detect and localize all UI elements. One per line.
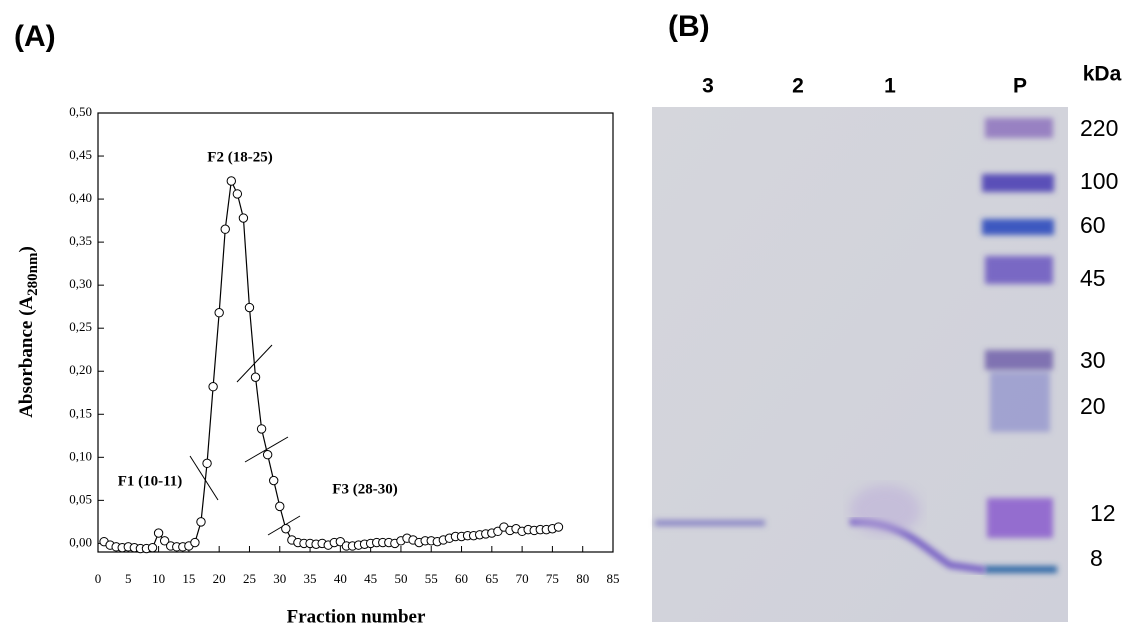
y-tick-label: 0,10 [69,448,92,463]
x-tick-label: 70 [516,571,529,586]
panel-label: (A) [14,20,56,53]
y-tick-label: 0,50 [69,104,92,119]
marker-label: 220 [1080,115,1118,141]
x-tick-label: 80 [576,571,589,586]
y-axis-label-part: ) [16,246,37,252]
x-tick-label: 45 [364,571,377,586]
data-point [220,224,230,234]
x-tick-label: 75 [546,571,559,586]
x-tick-label: 65 [485,571,498,586]
data-point [269,475,279,486]
x-tick-label: 60 [455,571,468,586]
annotation: F1 (10-11) [118,473,183,489]
y-tick-label: 0,35 [69,233,92,248]
x-tick-label: 55 [425,571,438,586]
annotation: F3 (28-30) [332,481,397,497]
data-point [281,524,291,534]
x-tick-label: 10 [152,571,165,586]
data-point [262,450,273,460]
lane-label: 1 [884,75,896,98]
plot-frame [97,112,614,553]
data-point [250,372,261,382]
data-point [159,536,170,546]
marker-label: 8 [1090,545,1103,571]
y-tick-label: 0,05 [69,491,92,506]
data-line [103,178,559,550]
lane-label: 2 [792,75,804,98]
y-axis-label: Absorbance (A280nm) [16,246,41,418]
data-point [190,537,200,548]
y-tick-label: 0,00 [69,534,92,549]
data-point [196,517,206,527]
x-tick-label: 35 [304,571,317,586]
data-point [147,542,158,553]
unit-label: kDa [1083,63,1122,86]
x-tick-label: 40 [334,571,347,586]
x-tick-label: 5 [125,571,132,586]
lane-label: P [1013,75,1027,98]
data-point [208,382,218,392]
data-point [153,528,164,538]
x-tick-label: 85 [607,571,620,586]
data-point [553,522,564,532]
data-point [226,176,236,186]
y-tick-label: 0,20 [69,362,92,377]
x-tick-label: 30 [273,571,286,586]
marker-label: 100 [1080,168,1118,194]
annotation: F2 (18-25) [207,149,272,165]
data-point [275,501,285,512]
data-point [232,189,243,199]
y-tick-label: 0,25 [69,319,92,334]
x-tick-label: 50 [394,571,407,586]
x-tick-label: 15 [182,571,195,586]
x-tick-label: 25 [243,571,256,586]
lane-label: 3 [702,75,714,98]
marker-label: 30 [1080,347,1106,373]
marker-label: 45 [1080,265,1106,291]
marker-label: 60 [1080,212,1106,238]
x-tick-label: 0 [95,571,102,586]
marker-label: 20 [1080,393,1106,419]
data-point [238,213,249,223]
x-axis-label: Fraction number [287,606,426,627]
panel-label: (B) [668,10,710,43]
marker-label: 12 [1090,500,1116,526]
y-tick-label: 0,40 [69,190,92,205]
data-point [244,302,255,313]
y-tick-label: 0,15 [69,405,92,420]
y-axis-label-sub: 280nm [25,252,41,296]
gel-image [652,107,1068,622]
y-tick-label: 0,45 [69,147,92,162]
y-tick-label: 0,30 [69,276,92,291]
data-point [214,308,224,318]
data-point [256,424,267,434]
x-tick-label: 20 [213,571,226,586]
y-axis-label-part: Absorbance (A [16,296,37,418]
data-point [202,458,212,469]
